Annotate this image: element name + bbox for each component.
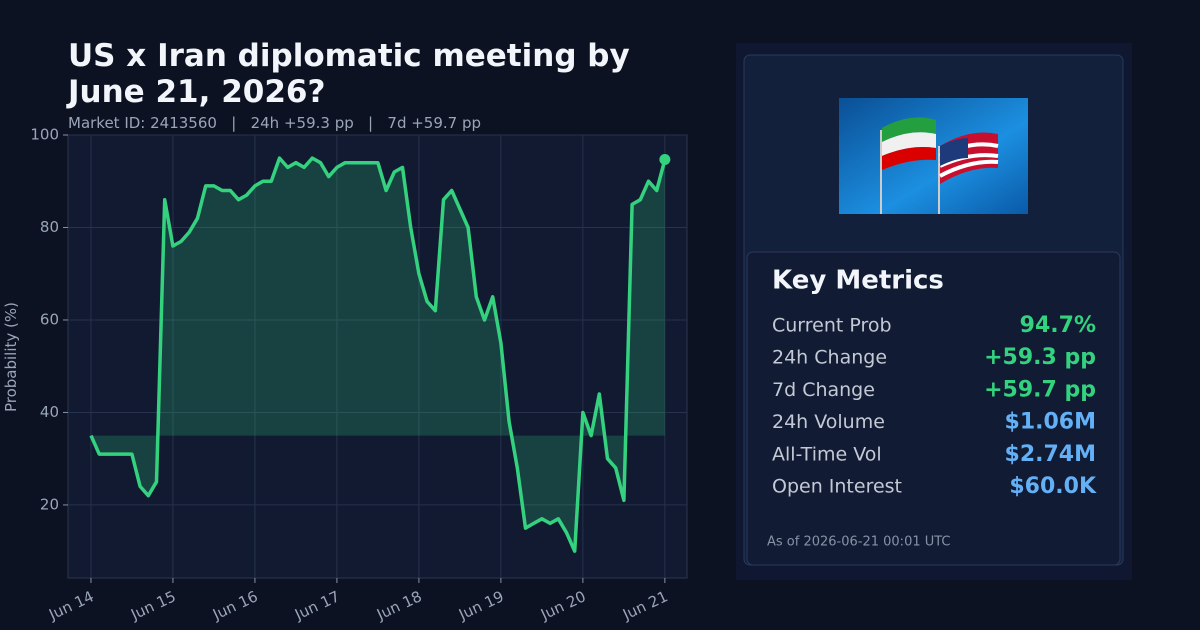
metric-value: $2.74M xyxy=(1005,442,1096,467)
line-area xyxy=(90,158,665,552)
chart-title: US x Iran diplomatic meeting by June 21,… xyxy=(68,38,630,110)
x-tick-label: Jun 14 xyxy=(45,587,96,624)
metric-value: +59.7 pp xyxy=(984,377,1096,402)
y-tick-label: 60 xyxy=(40,310,59,328)
metric-value: $60.0K xyxy=(1009,474,1097,499)
metric-label: Current Prob xyxy=(772,315,892,337)
x-tick-label: Jun 15 xyxy=(127,587,178,624)
panel-title: Key Metrics xyxy=(772,266,944,296)
metric-value: +59.3 pp xyxy=(984,345,1096,370)
end-point xyxy=(659,154,671,166)
metric-label: 24h Volume xyxy=(772,411,885,433)
flag-image xyxy=(839,98,1028,214)
metric-label: 7d Change xyxy=(772,379,875,401)
y-axis-label: Probability (%) xyxy=(2,302,20,412)
metric-label: All-Time Vol xyxy=(772,443,882,465)
x-tick-label: Jun 18 xyxy=(373,587,424,624)
metric-label: Open Interest xyxy=(772,476,902,498)
metric-label: 24h Change xyxy=(772,347,887,369)
metric-value: 94.7% xyxy=(1020,313,1096,338)
metric-value: $1.06M xyxy=(1005,410,1096,435)
y-tick-label: 20 xyxy=(40,495,59,513)
x-tick-label: Jun 20 xyxy=(537,587,588,624)
x-tick-label: Jun 16 xyxy=(209,587,260,624)
panel-footer: As of 2026-06-21 00:01 UTC xyxy=(767,535,951,550)
y-tick-label: 100 xyxy=(30,126,59,144)
x-tick-label: Jun 21 xyxy=(619,587,670,624)
plot-area xyxy=(67,134,688,579)
y-tick-label: 40 xyxy=(40,403,59,421)
x-tick-label: Jun 17 xyxy=(291,587,342,624)
chart-subtitle: Market ID: 2413560 | 24h +59.3 pp | 7d +… xyxy=(68,114,482,132)
y-tick-label: 80 xyxy=(40,218,59,236)
metrics-box xyxy=(746,251,1121,566)
line xyxy=(89,156,667,553)
x-tick-label: Jun 19 xyxy=(455,587,506,624)
